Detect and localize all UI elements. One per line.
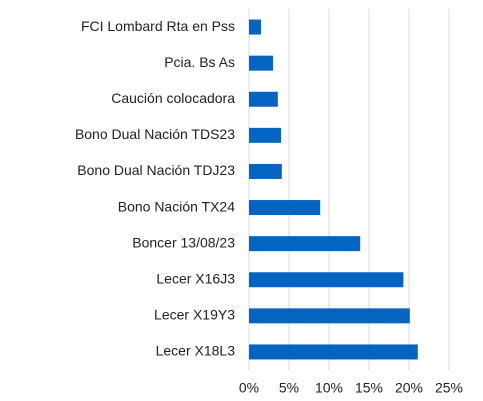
x-tick-label: 5%: [279, 380, 299, 396]
y-tick-label: Bono Dual Nación TDS23: [75, 126, 235, 142]
y-tick-label: Bono Dual Nación TDJ23: [77, 162, 235, 178]
bar: [249, 344, 418, 360]
y-tick-label: FCI Lombard Rta en Pss: [81, 18, 235, 34]
x-tick-label: 25%: [435, 380, 463, 396]
bar: [249, 236, 361, 252]
bar: [249, 272, 404, 288]
y-tick-label: Caución colocadora: [111, 90, 235, 106]
y-tick-label: Lecer X16J3: [156, 270, 235, 286]
y-tick-label: Lecer X18L3: [156, 343, 236, 359]
x-tick-label: 15%: [355, 380, 383, 396]
bar: [249, 308, 410, 324]
bar: [249, 19, 261, 35]
y-tick-label: Boncer 13/08/23: [132, 234, 235, 250]
bar: [249, 55, 273, 71]
y-tick-label: Bono Nación TX24: [118, 198, 235, 214]
x-tick-label: 10%: [315, 380, 343, 396]
x-tick-label: 0%: [239, 380, 259, 396]
bar: [249, 163, 282, 179]
bar: [249, 91, 278, 107]
y-tick-label: Lecer X19Y3: [154, 307, 235, 323]
y-tick-label: Pcia. Bs As: [164, 54, 235, 70]
bar: [249, 127, 281, 143]
x-tick-label: 20%: [395, 380, 423, 396]
bar: [249, 200, 321, 216]
